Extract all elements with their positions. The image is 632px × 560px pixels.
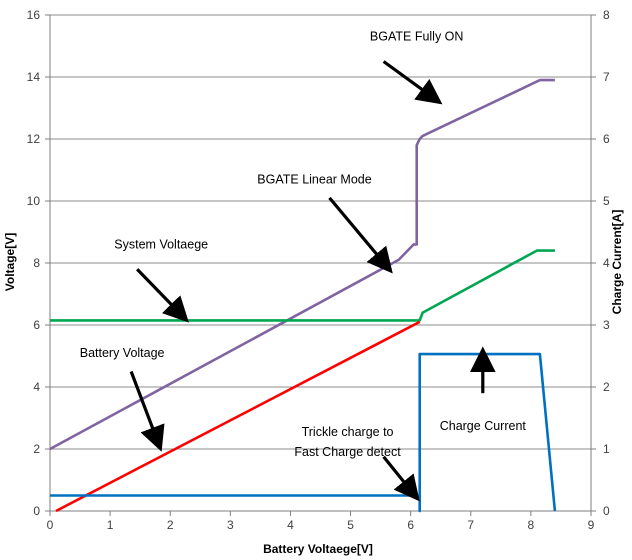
bgate-on-arrow <box>382 60 443 105</box>
y2-axis-title: Charge Current[A] <box>610 210 624 315</box>
x-tick-label: 5 <box>347 518 354 532</box>
battery-voltage-label: Battery Voltage <box>80 346 165 360</box>
y-tick-label: 8 <box>33 256 40 270</box>
x-tick-label: 0 <box>47 518 54 532</box>
charge-current-label: Charge Current <box>440 419 527 433</box>
x-tick-label: 7 <box>467 518 474 532</box>
y-tick-label: 2 <box>33 442 40 456</box>
y2-tick-label: 4 <box>603 256 610 270</box>
bgate-linear-label: BGATE Linear Mode <box>257 172 371 186</box>
system-voltage-label: System Voltaege <box>114 237 208 251</box>
y2-tick-label: 7 <box>603 70 610 84</box>
y2-tick-label: 0 <box>603 504 610 518</box>
battery-voltage-arrow <box>129 370 165 452</box>
x-tick-label: 1 <box>107 518 114 532</box>
y-tick-label: 4 <box>33 380 40 394</box>
system-voltage-arrow <box>136 268 189 323</box>
bgate-voltage-line <box>49 78 555 451</box>
series-group <box>49 78 557 513</box>
x-tick-label: 9 <box>588 518 595 532</box>
bgate-on-label: BGATE Fully ON <box>370 30 464 44</box>
y-axis-title: Voltage[V] <box>3 233 17 291</box>
x-tick-label: 3 <box>227 518 234 532</box>
y2-tick-label: 6 <box>603 132 610 146</box>
gridlines <box>50 14 591 512</box>
charge-current-line <box>50 352 557 513</box>
y-tick-label: 12 <box>27 132 41 146</box>
y2-tick-label: 8 <box>603 8 610 22</box>
y-tick-label: 16 <box>27 8 41 22</box>
bgate-linear-arrow <box>328 196 393 274</box>
trickle-1-arrow <box>382 455 420 502</box>
x-tick-label: 8 <box>528 518 535 532</box>
x-axis-title: Battery Voltaege[V] <box>263 542 373 556</box>
x-tick-label: 4 <box>287 518 294 532</box>
y-tick-label: 14 <box>27 70 41 84</box>
y2-tick-label: 1 <box>603 442 610 456</box>
trickle-2-label: Fast Charge detect <box>294 445 401 459</box>
system-voltage-line <box>50 249 555 322</box>
battery-voltage-line <box>55 320 421 513</box>
y2-tick-label: 2 <box>603 380 610 394</box>
x-tick-label: 2 <box>167 518 174 532</box>
trickle-1-label: Trickle charge to <box>302 425 394 439</box>
y2-tick-label: 5 <box>603 194 610 208</box>
x-tick-label: 6 <box>407 518 414 532</box>
y-tick-label: 0 <box>33 504 40 518</box>
y-tick-label: 6 <box>33 318 40 332</box>
y-tick-label: 10 <box>27 194 41 208</box>
annotations: BGATE Fully ON BGATE Linear Mode System Vo… <box>80 30 527 502</box>
y2-tick-label: 3 <box>603 318 610 332</box>
